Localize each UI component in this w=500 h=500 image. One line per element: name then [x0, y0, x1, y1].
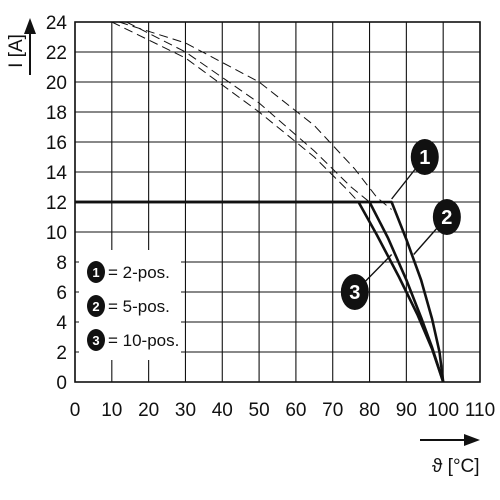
y-tick-label: 18 — [46, 103, 67, 124]
series-line-3-solid — [75, 200, 445, 383]
y-tick-label: 6 — [56, 283, 67, 304]
legend-marker-3 — [87, 329, 105, 351]
x-tick-label: 20 — [138, 400, 159, 421]
y-axis-title: I [A] — [6, 18, 36, 75]
x-axis-title: ϑ [°C] — [420, 434, 480, 477]
y-tick-label: 16 — [46, 133, 67, 154]
legend-marker-1 — [87, 261, 105, 283]
y-tick-label: 24 — [46, 13, 68, 34]
x-axis-arrowhead — [464, 434, 480, 446]
x-tick-label: 0 — [70, 400, 81, 421]
series-line-1-dashed — [119, 21, 392, 210]
badge-label-2: 2 — [441, 207, 452, 229]
x-tick-label: 80 — [359, 400, 380, 421]
legend-entry-label: = 2-pos. — [108, 263, 170, 282]
y-axis-label: I [A] — [6, 34, 27, 68]
x-tick-label: 70 — [322, 400, 343, 421]
x-tick-label: 10 — [101, 400, 122, 421]
curve-badges: 1 2 3 — [340, 139, 461, 310]
y-tick-label: 2 — [56, 343, 67, 364]
series-line-2-dashed — [126, 21, 370, 203]
legend-marker-label-3: 3 — [92, 333, 99, 348]
legend-entry-label: = 5-pos. — [108, 297, 170, 316]
x-axis-label: ϑ [°C] — [432, 456, 480, 477]
badge-label-1: 1 — [419, 147, 430, 169]
x-tick-label: 110 — [465, 400, 495, 421]
y-tick-label: 4 — [56, 313, 67, 334]
badge-label-3: 3 — [349, 282, 360, 304]
series-line-1-solid — [75, 200, 445, 383]
y-tick-label: 14 — [46, 163, 68, 184]
y-axis-arrowhead — [24, 18, 36, 34]
x-tick-label: 50 — [249, 400, 270, 421]
badge-1 — [410, 139, 439, 175]
legend-marker-label-2: 2 — [92, 299, 99, 314]
legend-entry-label: = 10-pos. — [108, 331, 179, 350]
badge-2 — [432, 199, 461, 235]
x-tick-label: 60 — [285, 400, 306, 421]
y-tick-label: 10 — [46, 223, 67, 244]
series-line-3-dashed — [111, 21, 359, 203]
x-tick-label: 90 — [396, 400, 417, 421]
y-tick-label: 22 — [46, 43, 67, 64]
legend-marker-2 — [87, 295, 105, 317]
x-tick-label: 30 — [175, 400, 196, 421]
y-tick-label: 12 — [46, 193, 67, 214]
y-tick-label: 8 — [56, 253, 67, 274]
y-tick-label: 20 — [46, 73, 67, 94]
x-tick-label: 40 — [212, 400, 233, 421]
y-tick-label: 0 — [56, 373, 67, 394]
badge-3 — [340, 274, 369, 310]
series-lines — [75, 21, 445, 383]
x-tick-labels: 0 10 20 30 40 50 60 70 80 90 100 110 — [70, 400, 495, 421]
legend: 1 = 2-pos. 2 = 5-pos. 3 = 10-pos. — [79, 250, 181, 360]
x-tick-label: 100 — [427, 400, 459, 421]
legend-marker-label-1: 1 — [92, 265, 99, 280]
